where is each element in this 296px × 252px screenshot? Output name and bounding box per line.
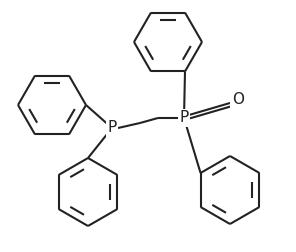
- Text: O: O: [232, 92, 244, 108]
- Text: P: P: [107, 120, 117, 136]
- Text: P: P: [179, 110, 189, 125]
